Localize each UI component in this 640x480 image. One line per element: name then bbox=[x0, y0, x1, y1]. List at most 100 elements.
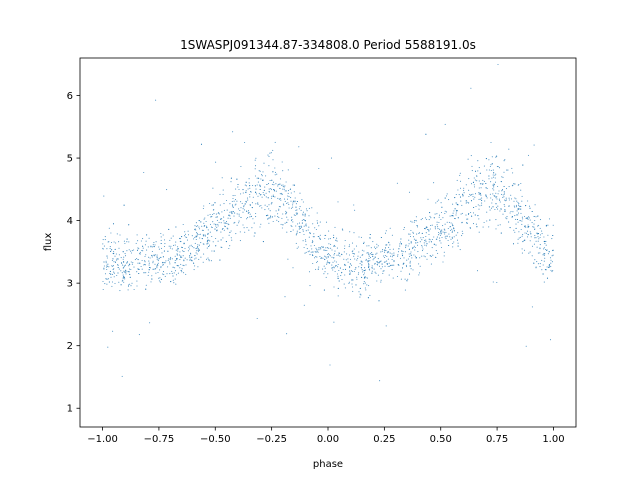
data-point bbox=[176, 265, 179, 267]
data-point bbox=[299, 231, 301, 234]
data-point bbox=[356, 276, 358, 278]
data-point bbox=[425, 245, 427, 247]
data-point bbox=[466, 222, 468, 225]
data-point bbox=[498, 190, 500, 192]
data-point bbox=[188, 246, 190, 248]
data-point bbox=[391, 264, 393, 266]
data-point bbox=[452, 212, 454, 214]
data-point bbox=[448, 221, 450, 223]
data-point bbox=[387, 258, 389, 260]
data-point bbox=[279, 206, 281, 208]
data-point bbox=[273, 189, 275, 191]
data-point bbox=[342, 268, 344, 271]
data-point bbox=[465, 200, 467, 202]
data-point bbox=[442, 261, 444, 263]
data-point bbox=[415, 242, 417, 244]
data-point bbox=[372, 255, 374, 257]
data-point bbox=[467, 213, 470, 215]
data-point bbox=[169, 239, 171, 241]
data-point bbox=[137, 268, 139, 270]
data-point bbox=[278, 221, 280, 223]
data-point bbox=[326, 247, 329, 249]
data-point bbox=[314, 227, 316, 229]
data-point bbox=[468, 202, 470, 204]
data-point bbox=[146, 234, 148, 236]
data-point bbox=[102, 247, 104, 249]
data-point bbox=[287, 202, 289, 204]
data-point bbox=[485, 194, 487, 196]
data-point bbox=[344, 247, 346, 250]
data-point bbox=[233, 215, 235, 217]
data-point bbox=[453, 236, 455, 238]
data-point bbox=[204, 217, 206, 219]
data-point bbox=[136, 257, 138, 260]
data-point bbox=[252, 218, 254, 220]
data-point bbox=[439, 237, 441, 239]
data-point bbox=[450, 229, 452, 231]
data-point bbox=[463, 192, 465, 194]
data-point bbox=[309, 232, 311, 234]
data-point bbox=[459, 187, 462, 189]
data-point bbox=[328, 230, 330, 232]
data-point bbox=[431, 224, 433, 226]
data-point bbox=[345, 259, 347, 261]
data-point bbox=[107, 278, 110, 280]
data-point bbox=[117, 266, 119, 269]
data-point bbox=[214, 228, 216, 230]
data-point bbox=[187, 230, 189, 232]
data-point bbox=[380, 236, 382, 239]
data-point bbox=[488, 159, 490, 161]
data-point bbox=[103, 245, 105, 247]
data-point bbox=[160, 256, 162, 258]
data-point bbox=[127, 285, 130, 287]
data-point bbox=[421, 217, 423, 220]
data-point bbox=[397, 264, 399, 266]
data-point bbox=[130, 285, 132, 287]
data-point bbox=[551, 238, 553, 240]
data-point bbox=[198, 258, 200, 260]
data-point bbox=[351, 242, 354, 244]
data-point bbox=[428, 230, 430, 232]
data-point bbox=[490, 141, 492, 144]
data-point bbox=[492, 188, 494, 190]
data-point bbox=[442, 217, 444, 219]
data-point bbox=[287, 195, 289, 197]
data-point bbox=[247, 210, 250, 212]
data-point bbox=[548, 251, 550, 253]
data-point bbox=[483, 165, 485, 167]
data-point bbox=[244, 184, 246, 186]
data-point bbox=[139, 262, 141, 265]
data-point bbox=[223, 203, 225, 205]
data-point bbox=[471, 165, 473, 167]
data-point bbox=[196, 235, 198, 237]
data-point bbox=[337, 287, 339, 289]
data-point bbox=[186, 259, 188, 261]
data-point bbox=[280, 199, 282, 201]
data-point bbox=[440, 233, 443, 235]
data-point bbox=[158, 246, 160, 248]
data-point bbox=[359, 287, 361, 289]
data-point bbox=[491, 163, 493, 165]
data-point bbox=[284, 190, 286, 192]
data-point bbox=[292, 267, 294, 269]
data-point bbox=[322, 257, 324, 259]
data-point bbox=[372, 253, 374, 255]
data-point bbox=[155, 241, 157, 243]
data-point bbox=[316, 256, 318, 258]
data-point bbox=[203, 225, 205, 227]
data-point bbox=[376, 280, 378, 282]
data-point bbox=[183, 272, 185, 274]
data-point bbox=[404, 278, 406, 280]
data-point bbox=[345, 264, 347, 266]
data-point bbox=[523, 249, 526, 251]
data-point bbox=[113, 241, 115, 243]
data-point bbox=[385, 230, 387, 232]
data-point bbox=[183, 242, 185, 244]
data-point bbox=[194, 265, 196, 267]
data-point bbox=[133, 288, 135, 291]
data-point bbox=[517, 212, 520, 214]
data-point bbox=[393, 261, 395, 263]
data-point bbox=[215, 161, 217, 163]
data-point bbox=[525, 232, 528, 234]
data-point bbox=[181, 256, 183, 258]
